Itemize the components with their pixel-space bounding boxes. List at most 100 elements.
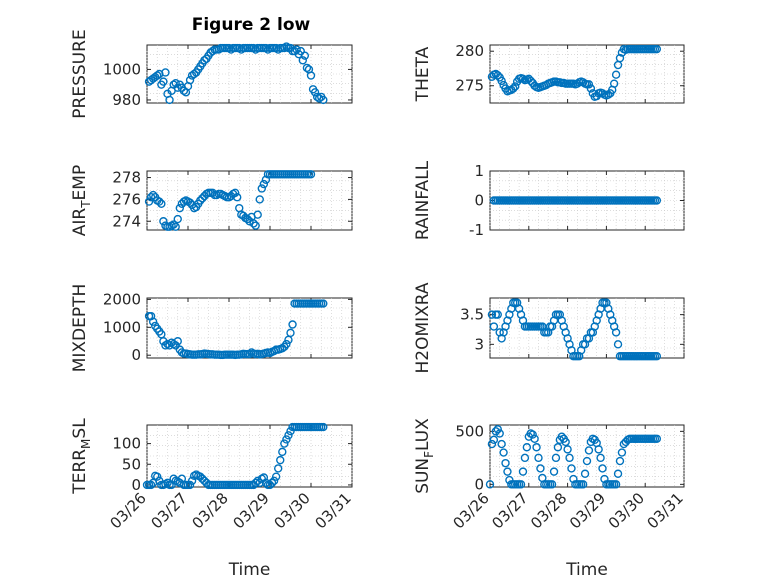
y-tick-label: 275 (455, 77, 484, 95)
data-point (489, 322, 499, 331)
data-point (171, 222, 180, 231)
data-series (487, 298, 662, 361)
x-tick-label: 03/28 (527, 489, 570, 532)
data-point (530, 434, 539, 443)
x-tick-label: 03/27 (148, 489, 191, 532)
data-point (489, 435, 499, 445)
data-point (563, 445, 572, 454)
data-point (255, 195, 264, 204)
x-axis-label: Time (228, 560, 271, 580)
data-point (300, 51, 310, 60)
panel-airtemp: 274 276 278 AIRTEMP (70, 165, 353, 236)
data-point (613, 340, 623, 349)
data-series (487, 44, 662, 101)
data-point (306, 170, 316, 179)
data-point (278, 447, 287, 457)
data-point (163, 339, 172, 349)
data-series (144, 170, 316, 231)
y-axis-label: MIXDEPTH (70, 284, 90, 373)
x-tick-label: 03/31 (644, 489, 687, 532)
data-point (161, 68, 170, 77)
data-point (319, 299, 328, 308)
y-axis-label: RAINFALL (413, 160, 433, 240)
x-tick-label: 03/27 (488, 489, 531, 532)
data-point (169, 220, 178, 229)
y-tick-label: 980 (112, 91, 141, 109)
data-point (487, 439, 497, 449)
data-point (179, 86, 189, 95)
data-point (298, 56, 307, 65)
data-point (310, 88, 320, 97)
y-axis-label: H2OMIXRA (413, 282, 433, 373)
data-point (288, 320, 297, 329)
data-point (230, 188, 240, 198)
data-point (144, 197, 154, 206)
y-tick-label: 276 (112, 190, 141, 208)
data-point (652, 196, 662, 205)
data-point (286, 328, 295, 338)
x-tick-label: 03/30 (271, 489, 314, 532)
y-axis-label: THETA (413, 46, 433, 102)
data-point (280, 43, 289, 53)
x-tick-label: 03/30 (605, 489, 648, 532)
y-tick-label: 0 (131, 476, 141, 494)
x-tick-label: 03/31 (312, 489, 355, 532)
data-point (284, 431, 293, 440)
data-point (245, 217, 254, 226)
y-tick-label: -1 (469, 221, 484, 239)
data-point (553, 443, 563, 452)
data-point (249, 219, 258, 228)
data-point (276, 455, 285, 465)
data-point (163, 478, 172, 488)
data-point (487, 310, 497, 319)
grid (146, 425, 353, 487)
grid (146, 171, 353, 230)
data-point (267, 478, 277, 488)
data-point (613, 469, 623, 478)
panel-rainfall: -1 0 1 RAINFALL (413, 160, 685, 240)
data-point (296, 46, 305, 56)
data-point (251, 478, 260, 488)
data-point (146, 311, 156, 321)
data-point (652, 44, 662, 54)
data-point (251, 221, 260, 230)
data-point (187, 476, 197, 485)
data-point (185, 198, 195, 207)
data-point (185, 75, 195, 85)
data-point (509, 84, 518, 93)
y-axis-label: TERRMSL (70, 418, 93, 495)
data-point (503, 467, 512, 476)
data-point (253, 210, 262, 219)
x-tick-label: 03/29 (566, 489, 609, 532)
data-point (611, 70, 621, 79)
data-point (280, 439, 289, 448)
data-point (594, 445, 603, 454)
data-point (501, 458, 510, 468)
panel-h2omixra: 3 3.5 H2OMIXRA (413, 282, 685, 374)
data-point (518, 74, 528, 84)
data-point (255, 478, 264, 488)
data-point (596, 453, 605, 463)
data-point (518, 467, 528, 476)
data-point (567, 464, 576, 473)
data-point (261, 175, 271, 184)
data-point (243, 214, 252, 224)
data-point (557, 432, 566, 441)
y-tick-label: 1 (474, 162, 484, 180)
data-point (232, 193, 242, 202)
data-point (615, 53, 625, 63)
data-point (173, 214, 182, 224)
data-point (547, 480, 557, 489)
y-tick-label: 0 (474, 192, 484, 210)
data-point (528, 430, 537, 439)
data-point (511, 82, 520, 91)
data-point (580, 469, 590, 478)
y-axis-label: PRESSURE (70, 29, 90, 118)
data-point (565, 453, 574, 463)
data-point (485, 480, 495, 489)
data-point (586, 84, 596, 93)
data-series (489, 196, 662, 205)
y-axis-label: AIRTEMP (70, 165, 93, 236)
data-point (652, 434, 662, 443)
